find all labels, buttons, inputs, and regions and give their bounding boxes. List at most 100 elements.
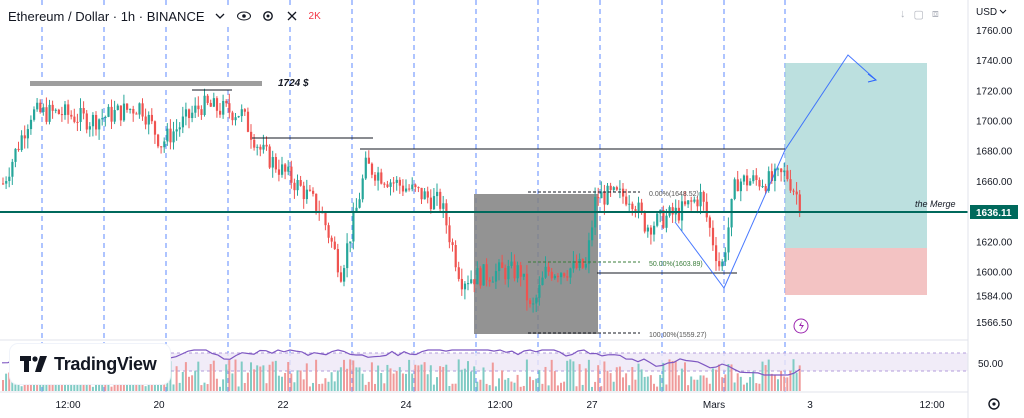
volume-bar bbox=[299, 370, 302, 391]
candle-body bbox=[135, 113, 138, 115]
currency-dropdown-icon[interactable] bbox=[999, 9, 1007, 14]
volume-bar bbox=[389, 368, 392, 391]
volume-bar bbox=[547, 385, 550, 391]
volume-bar bbox=[693, 379, 696, 391]
candle-body bbox=[389, 182, 392, 187]
volume-bar bbox=[256, 365, 259, 391]
candle-body bbox=[693, 199, 696, 202]
candle-body bbox=[160, 146, 163, 148]
time-axis[interactable]: 12:00 20 22 24 12:00 27 Mars 3 12:00 bbox=[55, 400, 944, 411]
symbol-header[interactable]: Ethereum / Dollar · 1h · BINANCE 2K bbox=[8, 6, 325, 26]
currency-label[interactable]: USD bbox=[976, 7, 997, 18]
volume-bar bbox=[219, 386, 221, 391]
candle-body bbox=[181, 116, 184, 128]
expand-icon[interactable]: ▢ bbox=[913, 9, 924, 21]
volume-bar bbox=[795, 372, 798, 391]
candle-body bbox=[107, 106, 110, 117]
volume-bar bbox=[715, 369, 717, 391]
candle-body bbox=[132, 108, 135, 114]
volume-bar bbox=[225, 364, 228, 391]
candle-body bbox=[482, 264, 485, 286]
arrow-down-icon[interactable]: ↓ bbox=[900, 8, 906, 20]
volume-bar bbox=[566, 360, 569, 391]
volume-bar bbox=[467, 361, 469, 391]
candle-body bbox=[535, 297, 538, 304]
tradingview-logo[interactable]: TradingView bbox=[10, 344, 170, 384]
candle-body bbox=[82, 108, 85, 114]
volume-bar bbox=[259, 366, 262, 391]
candle-body bbox=[215, 98, 219, 111]
close-icon[interactable] bbox=[283, 7, 301, 25]
eye-icon[interactable] bbox=[235, 7, 253, 25]
volume-bar bbox=[401, 373, 404, 391]
candle-body bbox=[457, 267, 460, 279]
settings-gear-icon[interactable] bbox=[988, 398, 1000, 410]
fib-0-label: 0.00%(1648.52) bbox=[649, 191, 699, 198]
candle-body bbox=[494, 271, 498, 282]
candle-body bbox=[575, 261, 578, 268]
candle-body bbox=[188, 109, 191, 119]
volume-bar bbox=[618, 366, 621, 391]
volume-bar bbox=[463, 368, 466, 391]
candle-body bbox=[361, 178, 364, 200]
candle-body bbox=[370, 163, 374, 175]
candle-body bbox=[783, 170, 786, 173]
gear-icon[interactable] bbox=[259, 7, 277, 25]
volume-bar bbox=[432, 384, 435, 391]
volume-bar bbox=[482, 367, 485, 391]
candle-body bbox=[687, 200, 690, 205]
volume-bar bbox=[659, 374, 662, 391]
candle-body bbox=[290, 166, 293, 183]
candle-body bbox=[73, 116, 76, 122]
candle-body bbox=[395, 179, 398, 183]
candle-body bbox=[274, 157, 277, 170]
candle-body bbox=[374, 174, 377, 181]
candle-body bbox=[498, 262, 501, 272]
volume-bar bbox=[206, 384, 209, 391]
candle-body bbox=[553, 275, 556, 279]
candle-body bbox=[739, 181, 742, 192]
candle-body bbox=[153, 121, 157, 135]
volume-bar bbox=[240, 361, 243, 391]
volume-bar bbox=[352, 360, 355, 391]
projection-path[interactable] bbox=[674, 54, 877, 289]
candle-body bbox=[696, 199, 699, 207]
volume-bar bbox=[786, 377, 789, 391]
volume-bar bbox=[308, 386, 311, 391]
volume-bar bbox=[178, 382, 181, 391]
resistance-band[interactable] bbox=[30, 81, 262, 86]
candle-body bbox=[172, 131, 175, 143]
candle-body bbox=[513, 261, 516, 279]
volume-bar bbox=[442, 366, 445, 391]
candle-body bbox=[792, 190, 795, 192]
volume-bar bbox=[20, 386, 23, 391]
candle-body bbox=[597, 197, 600, 199]
candle-body bbox=[358, 199, 361, 208]
volume-bar bbox=[653, 383, 655, 391]
fullscreen-icon[interactable]: ⧈ bbox=[931, 8, 939, 20]
volume-bar bbox=[200, 385, 203, 391]
price-axis[interactable]: 1760.00 1740.00 1720.00 1700.00 1680.00 1660.… bbox=[976, 26, 1013, 329]
volume-bar bbox=[615, 367, 618, 391]
chevron-down-icon[interactable] bbox=[211, 7, 229, 25]
current-price-label: 1636.11 bbox=[976, 208, 1012, 219]
volume-bar bbox=[327, 381, 330, 391]
candle-body bbox=[163, 141, 166, 148]
candle-body bbox=[507, 265, 510, 280]
volume-bar bbox=[380, 373, 383, 391]
candle-body bbox=[197, 105, 200, 110]
volume-bar bbox=[550, 359, 553, 391]
candle-body bbox=[212, 98, 215, 107]
volume-bar bbox=[724, 374, 727, 391]
symbol-title[interactable]: Ethereum / Dollar · 1h · BINANCE bbox=[8, 8, 205, 24]
stop-zone[interactable] bbox=[785, 248, 927, 295]
candle-body bbox=[42, 107, 45, 113]
time-tick-label: Mars bbox=[703, 400, 725, 411]
target-zone[interactable] bbox=[785, 63, 927, 248]
volume-bar bbox=[104, 385, 107, 391]
volume-bar bbox=[671, 360, 674, 391]
candle-body bbox=[88, 126, 91, 130]
volume-bar bbox=[147, 380, 150, 391]
candle-body bbox=[231, 112, 234, 121]
